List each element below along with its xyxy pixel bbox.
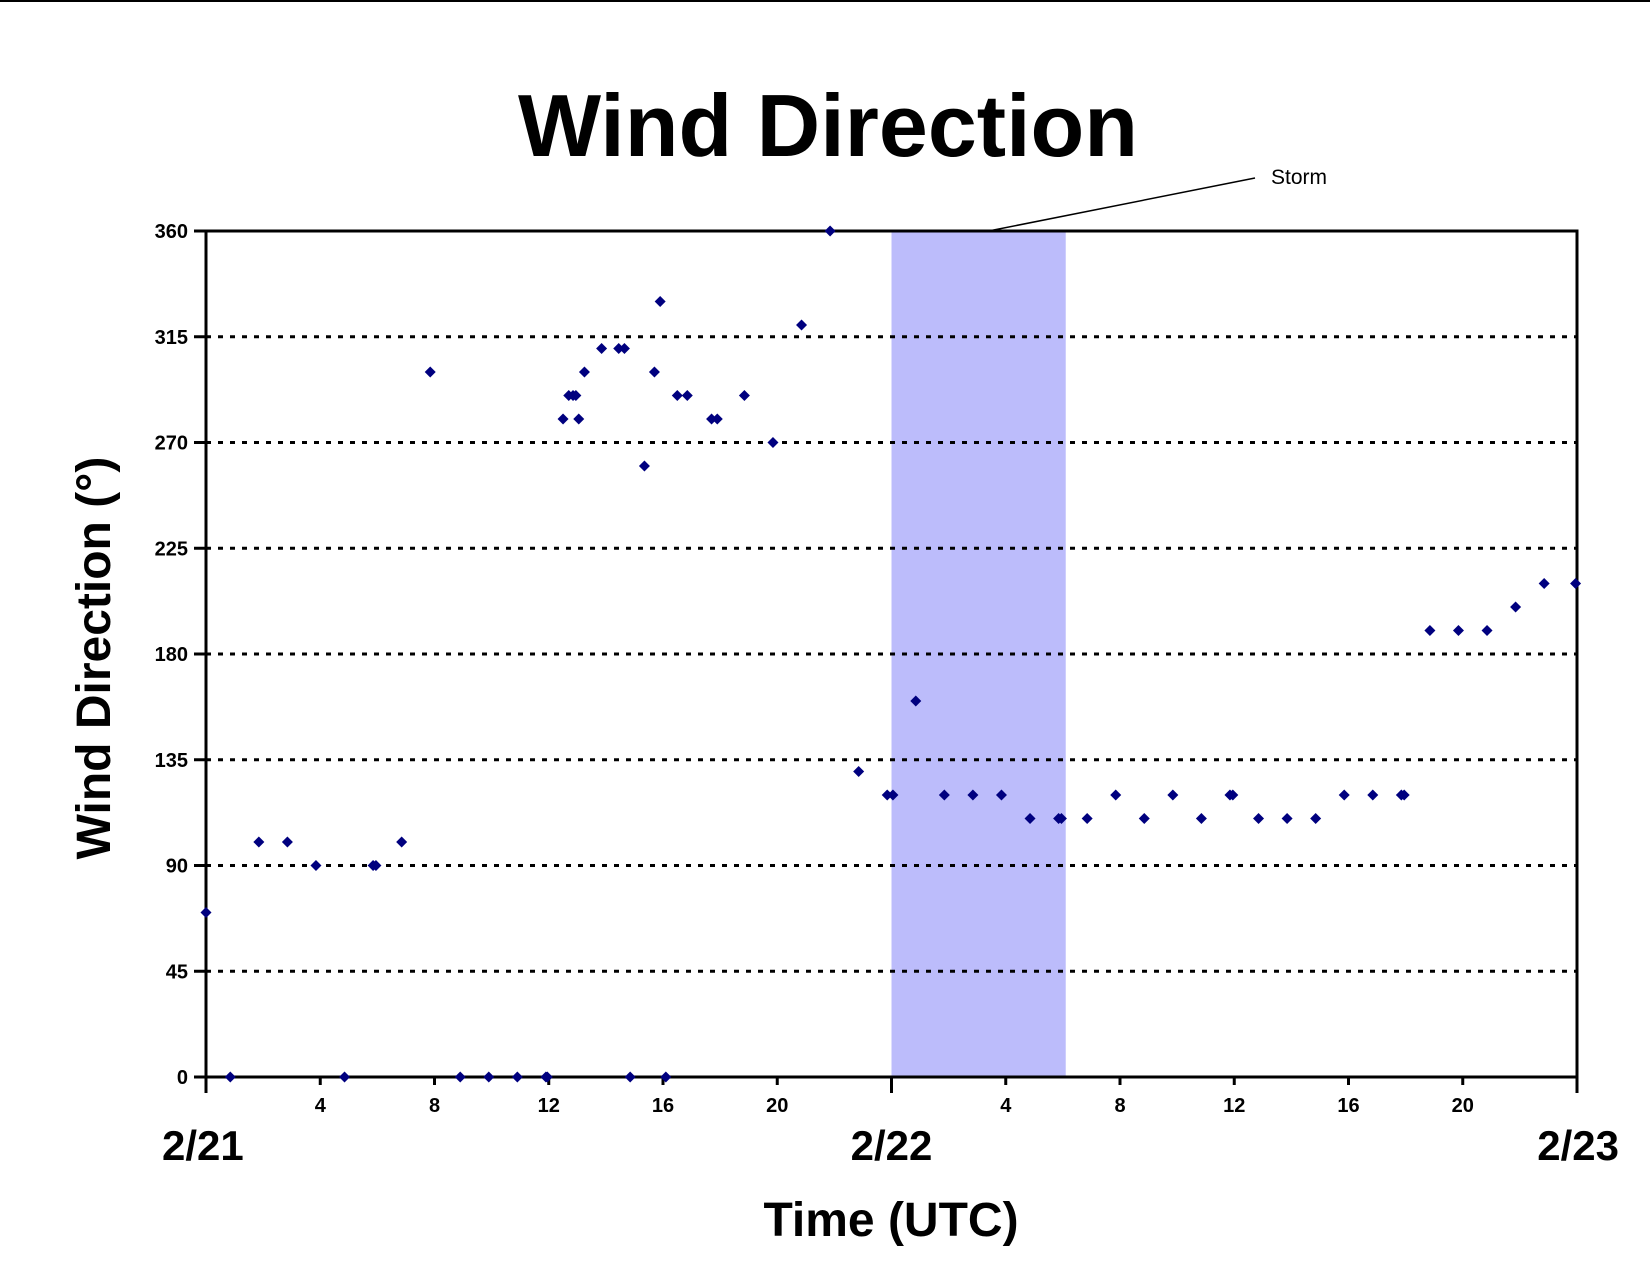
data-point xyxy=(738,390,750,401)
data-point xyxy=(1055,813,1067,824)
data-point xyxy=(638,460,650,472)
chart-title: Wind Direction xyxy=(518,76,1138,175)
data-point xyxy=(654,296,666,307)
x-tick-label: 8 xyxy=(1114,1095,1125,1117)
data-point xyxy=(1110,789,1122,801)
data-point xyxy=(967,789,979,801)
y-tick-label: 45 xyxy=(166,961,188,983)
data-point xyxy=(910,695,922,707)
data-point xyxy=(1398,789,1410,801)
data-point xyxy=(339,1071,351,1083)
data-point xyxy=(253,836,265,848)
data-point xyxy=(483,1071,495,1083)
data-point xyxy=(424,366,436,378)
date-label: 2/22 xyxy=(851,1122,933,1169)
x-tick-label: 16 xyxy=(1337,1095,1359,1117)
data-point xyxy=(454,1071,466,1083)
storm-leader-line xyxy=(988,177,1256,232)
data-point xyxy=(1338,789,1350,801)
data-point xyxy=(370,860,382,871)
data-point xyxy=(618,343,630,354)
y-tick-label: 135 xyxy=(155,750,188,772)
x-tick-label: 4 xyxy=(1000,1095,1012,1117)
data-point xyxy=(1538,578,1550,589)
data-point xyxy=(624,1071,636,1083)
data-point xyxy=(706,413,718,425)
x-tick-label: 20 xyxy=(766,1095,788,1117)
date-label: 2/21 xyxy=(162,1122,244,1169)
data-point xyxy=(824,225,836,237)
data-point xyxy=(995,789,1007,801)
y-axis-label: Wind Direction (°) xyxy=(68,457,121,860)
y-tick-label: 90 xyxy=(166,856,188,878)
x-tick-label: 20 xyxy=(1452,1095,1474,1117)
data-point xyxy=(767,437,779,448)
data-point xyxy=(1253,813,1265,824)
data-point xyxy=(1281,813,1293,824)
data-point xyxy=(1138,813,1150,824)
data-point xyxy=(796,319,808,331)
data-point xyxy=(541,1071,553,1083)
data-point xyxy=(224,1071,236,1083)
data-point xyxy=(281,836,293,848)
x-tick-label: 4 xyxy=(315,1095,327,1117)
data-point xyxy=(660,1071,672,1083)
data-point xyxy=(396,836,408,848)
data-point xyxy=(557,413,569,425)
data-point xyxy=(711,413,723,425)
y-tick-label: 0 xyxy=(177,1067,188,1089)
x-tick-label: 8 xyxy=(429,1095,440,1117)
x-tick-label: 12 xyxy=(538,1095,560,1117)
data-point xyxy=(511,1071,523,1083)
data-point xyxy=(596,343,608,354)
data-point xyxy=(310,860,322,871)
data-point xyxy=(1510,601,1522,613)
data-point xyxy=(887,789,899,801)
data-point xyxy=(853,766,865,777)
y-tick-label: 315 xyxy=(155,327,188,349)
storm-annotation: Storm xyxy=(1271,166,1327,189)
data-point xyxy=(681,390,693,401)
data-point xyxy=(1570,578,1582,589)
data-point xyxy=(648,366,660,378)
data-point xyxy=(573,413,585,425)
data-point xyxy=(578,366,590,378)
data-point xyxy=(1424,625,1436,636)
data-point xyxy=(1024,813,1036,824)
x-tick-label: 12 xyxy=(1223,1095,1245,1117)
date-label: 2/23 xyxy=(1537,1122,1619,1169)
data-point xyxy=(881,789,893,801)
y-tick-label: 180 xyxy=(155,644,188,666)
data-point xyxy=(938,789,950,801)
data-point xyxy=(1367,789,1379,801)
data-point xyxy=(1081,813,1093,824)
y-tick-label: 225 xyxy=(155,538,188,560)
x-tick-label: 16 xyxy=(652,1095,674,1117)
data-point xyxy=(613,343,625,354)
data-point xyxy=(1195,813,1207,824)
y-tick-label: 360 xyxy=(155,221,188,243)
data-point xyxy=(671,390,683,401)
data-point xyxy=(1310,813,1322,824)
y-tick-label: 270 xyxy=(155,433,188,455)
data-point xyxy=(200,907,212,918)
data-point xyxy=(1227,789,1239,801)
data-point xyxy=(570,390,582,401)
data-point xyxy=(1481,625,1493,636)
data-point xyxy=(1452,625,1464,636)
data-point xyxy=(1167,789,1179,801)
x-axis-label: Time (UTC) xyxy=(763,1194,1018,1247)
